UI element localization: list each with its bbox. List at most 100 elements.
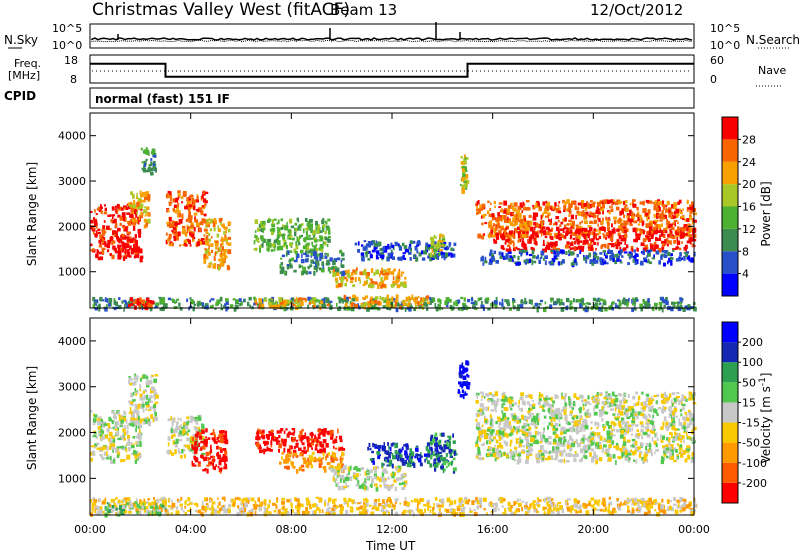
velocity-colorbar-tick: -200 — [742, 477, 767, 490]
noise-right-tick-bottom: 10^0 — [710, 39, 740, 52]
power-ytick-label: 3000 — [58, 175, 86, 188]
power-region-5 — [253, 217, 331, 253]
nave-tick-top: 60 — [710, 54, 724, 67]
nsky-line — [91, 37, 693, 41]
power-panel: 1000 2000 3000 4000 Slant Range [km] 28 24 20… — [25, 112, 773, 313]
power-colorbar-tick: 12 — [742, 223, 756, 236]
nave-label: Nave — [758, 64, 786, 77]
radar-title: Christmas Valley West (fitACF) — [92, 0, 350, 20]
power-colorbar-segment — [722, 117, 738, 140]
power-region-17 — [343, 294, 430, 310]
velocity-ylabel: Slant Range [km] — [25, 366, 39, 470]
velocity-colorbar-tick: 100 — [742, 356, 763, 369]
power-colorbar-label: Power [dB] — [759, 181, 773, 246]
velocity-colorbar-segment — [722, 362, 738, 383]
velocity-colorbar-segment — [722, 482, 738, 503]
power-region-12 — [493, 226, 697, 254]
velocity-colorbar-segment — [722, 402, 738, 423]
power-colorbar-segment — [722, 184, 738, 207]
velocity-region-10 — [475, 391, 697, 465]
power-region-3 — [165, 190, 209, 248]
velocity-region-6 — [329, 465, 408, 492]
power-region-10 — [460, 154, 470, 195]
nsearch-label: N.Search — [746, 33, 800, 47]
nave-tick-bottom: 0 — [710, 73, 717, 86]
cpid-text: normal (fast) 151 IF — [95, 92, 230, 106]
velocity-region-1 — [128, 373, 159, 427]
power-colorbar-segment — [722, 206, 738, 229]
velocity-colorbar-tick: 200 — [742, 336, 763, 349]
power-colorbar-segment — [722, 139, 738, 162]
velocity-ytick-label: 1000 — [58, 472, 86, 485]
power-colorbar-segment — [722, 228, 738, 252]
noise-tick-top: 10^5 — [52, 22, 82, 35]
time-tick-label: 00:00 — [74, 523, 106, 536]
frequency-line — [90, 62, 694, 78]
beam-label: Beam 13 — [330, 1, 397, 19]
velocity-region-9 — [457, 360, 471, 400]
velocity-region-4 — [255, 428, 346, 455]
cpid-label: CPID — [4, 89, 36, 103]
velocity-colorbar-tick: 15 — [742, 396, 756, 409]
power-colorbar-tick: 16 — [742, 201, 756, 214]
velocity-ytick-label: 4000 — [58, 335, 86, 348]
power-ylabel: Slant Range [km] — [25, 162, 39, 266]
power-region-13 — [480, 249, 696, 268]
velocity-colorbar-tick: 50 — [742, 376, 756, 389]
velocity-region-8 — [429, 432, 458, 474]
velocity-colorbar-segment — [722, 322, 738, 343]
velocity-region-0 — [90, 410, 143, 464]
time-tick-label: 08:00 — [275, 523, 307, 536]
power-colorbar-segment — [722, 251, 738, 274]
velocity-colorbar-segment — [722, 462, 738, 483]
freq-unit-label: [MHz] — [8, 69, 40, 82]
noise-right-tick-top: 10^5 — [710, 22, 740, 35]
time-tick-label: 12:00 — [376, 523, 408, 536]
noise-tick-bottom: 10^0 — [52, 39, 82, 52]
power-ytick-label: 2000 — [58, 220, 86, 233]
velocity-colorbar-tick: -100 — [742, 457, 767, 470]
power-colorbar-tick: 28 — [742, 133, 756, 146]
power-ytick-label: 1000 — [58, 266, 86, 279]
power-region-9 — [429, 233, 446, 258]
freq-tick-bottom: 8 — [70, 73, 77, 86]
freq-tick-top: 18 — [64, 54, 78, 67]
power-colorbar-tick: 24 — [742, 156, 756, 169]
power-region-7 — [331, 267, 407, 289]
freq-label: Freq. — [14, 57, 41, 70]
power-region-0 — [90, 203, 144, 263]
velocity-colorbar-segment — [722, 382, 738, 403]
time-tick-label: 20:00 — [577, 523, 609, 536]
nsearch-line — [91, 39, 692, 43]
time-tick-label: 00:00 — [678, 523, 710, 536]
power-colorbar-segment — [722, 273, 738, 296]
velocity-ytick-label: 3000 — [58, 381, 86, 394]
time-axis-label: Time UT — [365, 539, 416, 553]
noise-panel: N.Sky N.Search 10^5 10^0 10^5 10^0 — [4, 22, 800, 52]
velocity-colorbar-tick: -15 — [742, 417, 760, 430]
power-colorbar-tick: 8 — [742, 245, 749, 258]
power-colorbar-tick: 20 — [742, 178, 756, 191]
velocity-region-3 — [191, 428, 229, 474]
velocity-colorbar-segment — [722, 442, 738, 463]
power-region-2 — [140, 147, 157, 176]
velocity-colorbar-segment — [722, 422, 738, 443]
nsky-label: N.Sky — [4, 33, 38, 47]
power-ytick-label: 4000 — [58, 130, 86, 143]
velocity-colorbar-segment — [722, 342, 738, 363]
power-region-6 — [279, 249, 346, 277]
power-region-4 — [203, 218, 232, 271]
power-colorbar-segment — [722, 161, 738, 185]
power-colorbar-tick: 4 — [742, 268, 749, 281]
velocity-colorbar-label: Velocity [m s-1] — [758, 373, 773, 464]
velocity-panel: 1000 2000 3000 4000 00:00 04:00 08:00 12:00 16:… — [25, 113, 773, 553]
power-region-1 — [127, 190, 151, 229]
time-tick-label: 04:00 — [175, 523, 207, 536]
time-tick-label: 16:00 — [477, 523, 509, 536]
velocity-ytick-label: 2000 — [58, 427, 86, 440]
frequency-panel: Freq. [MHz] Nave 18 8 60 0 — [8, 54, 786, 87]
date-label: 12/Oct/2012 — [590, 1, 683, 19]
velocity-colorbar-tick: -50 — [742, 437, 760, 450]
power-region-8 — [354, 240, 457, 262]
